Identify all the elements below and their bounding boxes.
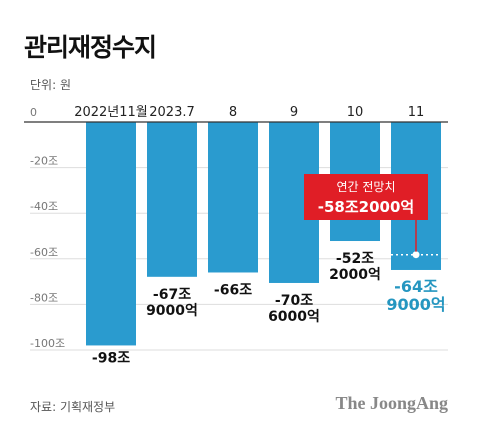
unit-label: 단위: 원 <box>30 78 71 92</box>
x-tick-label: 9 <box>290 105 298 120</box>
bar <box>86 122 136 346</box>
y-tick-label: -80조 <box>30 291 58 304</box>
x-tick-label: 10 <box>347 105 364 120</box>
callout-box <box>304 174 428 220</box>
y-tick-label: -60조 <box>30 246 58 259</box>
x-tick-label: 2023.7 <box>149 105 195 120</box>
y-tick-label: -100조 <box>30 337 65 350</box>
y-tick-label: -40조 <box>30 200 58 213</box>
x-tick-label: 11 <box>408 105 425 120</box>
bar <box>147 122 197 277</box>
page-title: 관리재정수지 <box>24 33 157 62</box>
source-note: 자료: 기획재정부 <box>30 400 116 414</box>
data-label: -64조 <box>394 277 438 296</box>
y-tick-label: 0 <box>30 106 37 119</box>
callout-value: -58조2000억 <box>318 198 414 216</box>
data-label: -52조 <box>336 251 374 267</box>
bar <box>208 122 258 273</box>
data-label: -98조 <box>92 350 130 366</box>
forecast-marker <box>412 251 420 259</box>
data-label: 9000억 <box>386 295 445 314</box>
data-label: -67조 <box>153 287 191 303</box>
x-tick-label: 8 <box>229 105 237 120</box>
data-label: 9000억 <box>146 303 198 319</box>
data-label: -66조 <box>214 282 252 298</box>
data-label: 2000억 <box>329 267 381 283</box>
data-label: 6000억 <box>268 309 320 325</box>
data-label: -70조 <box>275 293 313 309</box>
y-tick-label: -20조 <box>30 155 58 168</box>
brand-logo: The JoongAng <box>335 393 448 413</box>
x-tick-label: 2022년11월 <box>74 105 148 120</box>
callout-title: 연간 전망치 <box>336 180 395 194</box>
